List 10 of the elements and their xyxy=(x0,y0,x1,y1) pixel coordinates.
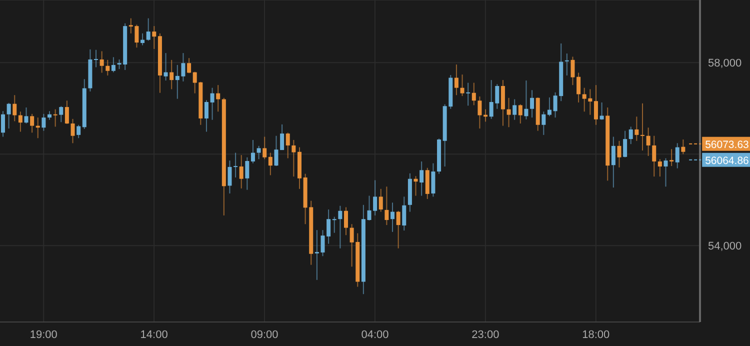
x-tick-label: 09:00 xyxy=(250,328,278,341)
x-tick-label: 14:00 xyxy=(140,328,168,341)
y-tick-label: 58,000 xyxy=(708,58,742,70)
x-tick-label: 04:00 xyxy=(361,328,389,341)
x-tick-label: 18:00 xyxy=(582,328,610,341)
x-tick-label: 23:00 xyxy=(472,328,500,341)
y-tick-label: 54,000 xyxy=(708,240,742,253)
x-tick-label: 19:00 xyxy=(30,328,58,341)
text: 56073.63 xyxy=(705,138,750,151)
text: 56064.86 xyxy=(705,154,750,167)
